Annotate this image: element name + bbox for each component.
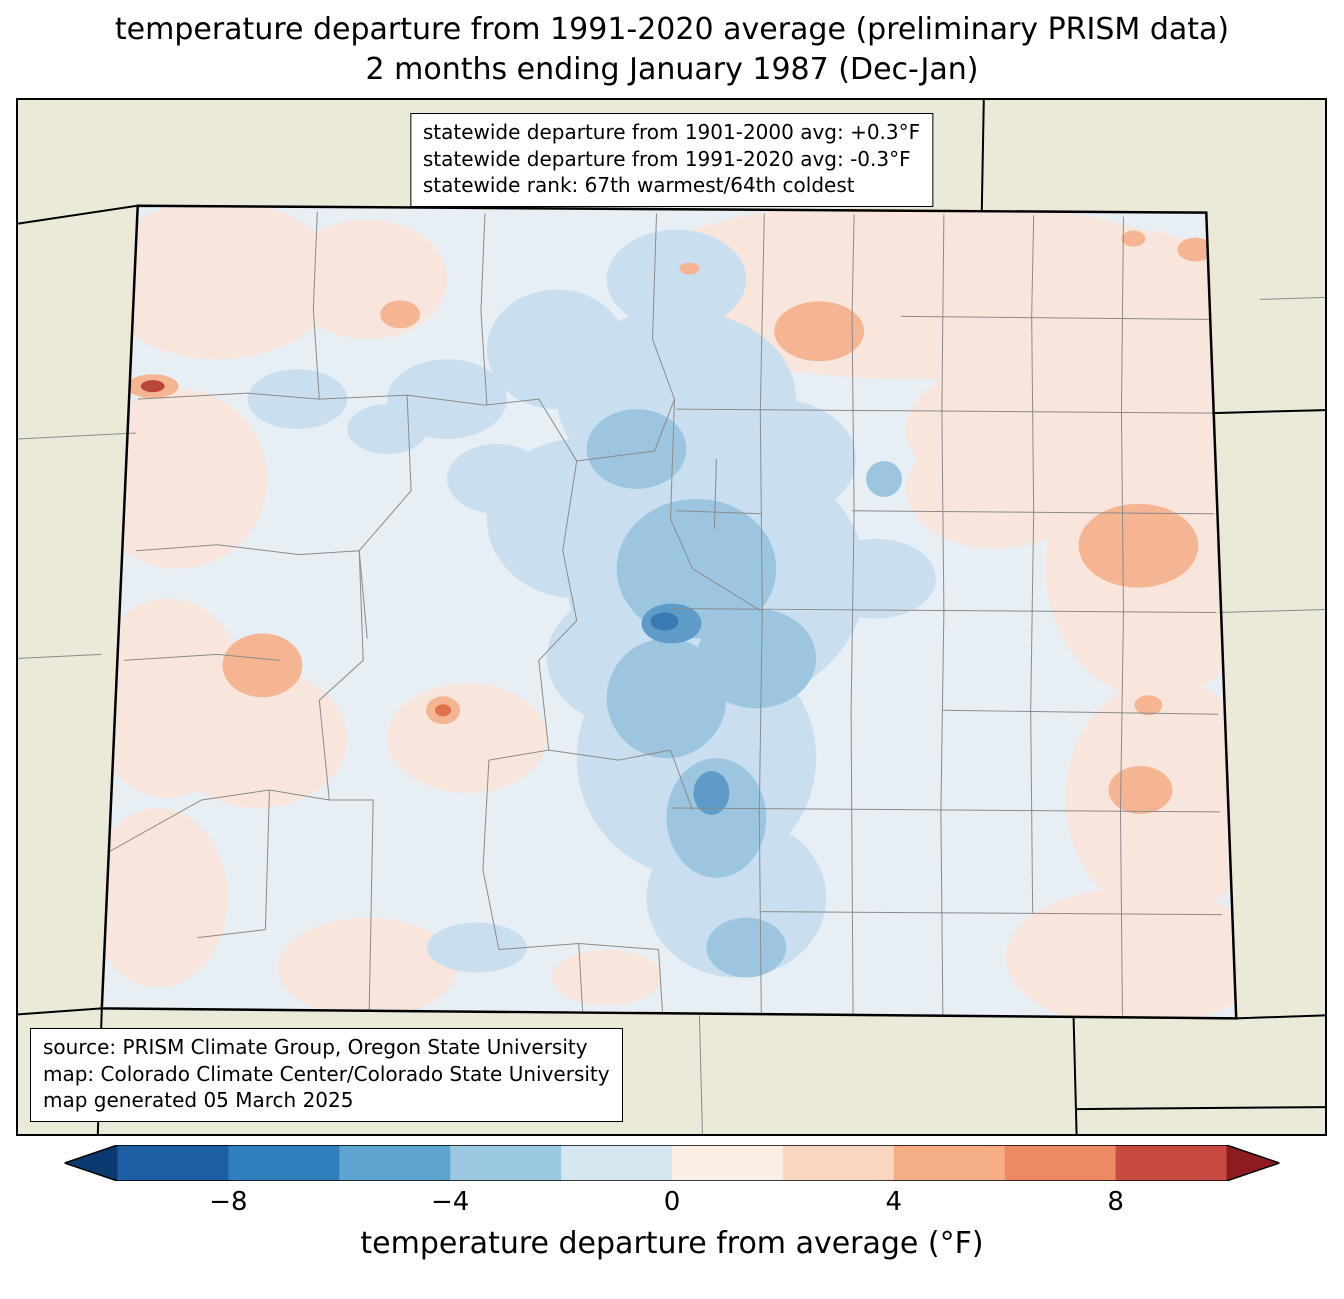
colorbar-tick: 0 [663,1187,681,1217]
statewide-stats-box: statewide departure from 1901-2000 avg: … [409,113,934,207]
colorbar-left-arrow [64,1145,118,1181]
source-line: source: PRISM Climate Group, Oregon Stat… [43,1035,588,1060]
colorbar-segment [228,1145,340,1181]
colorbar-segment [782,1145,895,1181]
colorbar-tick-labels: −8 −4 0 4 8 [65,1145,1280,1225]
temperature-fill-blobs [101,205,1237,1019]
colorbar-tick: 4 [885,1187,903,1217]
colorbar-tick: 8 [1107,1187,1124,1217]
title-line-2: 2 months ending January 1987 (Dec-Jan) [365,51,979,87]
colorbar-tick: −8 [209,1187,248,1217]
state-outline [100,204,1238,1020]
generated-date-line: map generated 05 March 2025 [43,1088,354,1113]
stat-departure-1901-2000: statewide departure from 1901-2000 avg: … [422,120,921,144]
colorbar-gradient [64,1145,1280,1181]
colorbar-segment [893,1145,1006,1181]
colorado-map [18,100,1325,1134]
colorbar-segment [450,1145,562,1181]
colorbar-segment [117,1145,229,1181]
map-credit-line: map: Colorado Climate Center/Colorado St… [43,1061,610,1086]
stat-departure-1991-2020: statewide departure from 1991-2020 avg: … [422,146,911,171]
colorbar-segment [339,1145,451,1181]
map-frame: statewide departure from 1901-2000 avg: … [16,98,1327,1136]
title-line-1: temperature departure from 1991-2020 ave… [114,12,1230,47]
colorbar-segment [672,1145,784,1181]
colorbar-segment [1004,1145,1117,1181]
colorbar-segment [561,1145,673,1181]
colorbar-segment [1115,1145,1227,1181]
county-boundaries [101,211,1223,1016]
colorbar: −8 −4 0 4 8 [64,1145,1280,1225]
page-title: temperature departure from 1991-2020 ave… [0,10,1344,89]
stat-rank: statewide rank: 67th warmest/64th coldes… [422,173,855,198]
source-attribution-box: source: PRISM Climate Group, Oregon Stat… [30,1028,623,1122]
colorbar-axis-label: temperature departure from average (°F) [360,1226,984,1261]
colorbar-tick: −4 [431,1187,470,1217]
colorbar-right-arrow [1226,1145,1280,1181]
